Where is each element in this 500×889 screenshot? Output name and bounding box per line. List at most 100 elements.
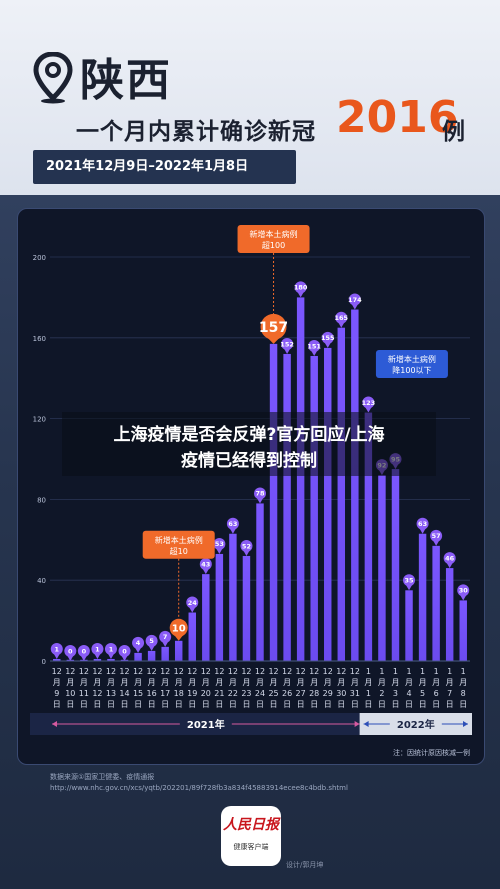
value-marker-tip [135,647,142,653]
value-label: 35 [405,577,415,585]
x-tick-label: 31 [350,689,360,698]
x-tick-label: 月 [405,678,413,687]
x-tick-label: 月 [175,678,183,687]
x-tick-label: 月 [446,678,454,687]
value-marker-tip [229,528,236,534]
overlay-line-2: 疫情已经得到控制 [181,451,317,471]
value-marker-tip [80,655,87,661]
x-tick-label: 月 [229,678,237,687]
x-tick-label: 12 [160,667,170,676]
value-marker-tip [121,655,128,661]
x-tick-label: 日 [364,700,372,709]
value-marker [348,293,361,306]
value-marker-tip [202,568,209,575]
x-tick-label: 日 [256,700,264,709]
overlay-line-1: 上海疫情是否会反弹?官方回应/上海 [113,425,385,445]
value-marker [132,636,145,649]
bar [53,658,61,661]
x-tick-label: 13 [106,689,116,698]
date-range-banner: 2021年12月9日–2022年1月8日 [33,150,296,184]
value-marker [186,596,199,609]
value-marker [362,396,375,409]
x-tick-label: 11 [79,689,89,698]
x-tick-label: 12 [174,667,184,676]
value-marker [443,552,456,565]
x-tick-label: 12 [309,667,319,676]
x-tick-label: 日 [134,700,142,709]
value-marker [416,517,429,530]
value-marker-tip [460,595,467,601]
value-marker-tip [148,645,155,651]
chart-note: 注：因统计原因核减一例 [393,748,470,757]
x-tick-label: 月 [283,678,291,687]
value-marker [50,642,63,655]
x-tick-label: 月 [419,678,427,687]
value-marker-tip [162,641,169,647]
x-tick-label: 月 [148,678,156,687]
x-tick-label: 月 [310,678,318,687]
x-tick-label: 29 [323,689,333,698]
annotation-text: 降100以下 [392,365,431,375]
value-label: 165 [335,314,349,322]
value-marker-tip [53,653,60,659]
value-marker-tip [67,655,74,661]
x-tick-label: 月 [432,678,440,687]
designer-credit: 设计/郭月坤 [286,861,324,869]
x-tick-label: 12 [52,667,62,676]
x-tick-label: 2 [379,689,384,698]
x-tick-label: 日 [432,700,440,709]
value-label: 53 [215,540,224,548]
x-tick-label: 12 [92,667,102,676]
x-tick-label: 23 [241,689,251,698]
value-label: 52 [242,542,251,550]
annotation-text: 超10 [170,546,188,556]
value-label: 1 [95,645,100,653]
x-tick-label: 1 [393,667,398,676]
year-arrowhead [463,721,468,727]
value-label: 151 [307,342,321,350]
x-tick-label: 日 [270,700,278,709]
x-tick-label: 月 [161,678,169,687]
x-tick-label: 日 [297,700,305,709]
x-tick-label: 16 [147,689,157,698]
year-band-highlight [359,713,472,735]
value-marker-tip [324,342,331,348]
value-marker-tip [351,304,358,310]
value-marker-tip [311,350,318,356]
source-url[interactable]: http://www.nhc.gov.cn/xcs/yqtb/202201/89… [50,784,348,792]
x-tick-label: 12 [323,667,333,676]
value-marker [321,331,334,344]
x-tick-label: 28 [309,689,319,698]
x-tick-label: 日 [175,700,183,709]
x-tick-label: 日 [283,700,291,709]
value-marker-tip [243,550,250,556]
headline-overlay[interactable]: 上海疫情是否会反弹?官方回应/上海 疫情已经得到控制 [62,412,436,476]
value-marker [118,645,131,657]
y-tick-label: 120 [33,416,46,424]
bar [242,555,251,661]
x-tick-label: 12 [187,667,197,676]
value-marker-tip [338,322,345,328]
value-marker-tip [107,653,114,659]
x-tick-label: 日 [405,700,413,709]
x-tick-label: 4 [406,689,411,698]
x-tick-label: 月 [202,678,210,687]
bar [188,612,196,661]
value-label: 63 [228,520,237,528]
bar [324,347,332,661]
x-tick-label: 12 [296,667,306,676]
value-label: 4 [136,639,141,647]
value-marker-tip [284,348,291,354]
value-marker [199,558,212,571]
value-label: 0 [82,647,87,655]
chart-panel: 0 40 80 120 160 200 1 0 0 1 1 0 4 5 7 10 24 43 53 63 52 78 157… [17,208,485,765]
annotation-text: 超100 [262,240,285,250]
x-tick-label: 26 [282,689,292,698]
x-tick-label: 12 [228,667,238,676]
value-label: 157 [259,320,288,336]
value-marker-tip [216,548,223,554]
x-tick-label: 15 [133,689,143,698]
x-tick-label: 月 [107,678,115,687]
x-tick-label: 日 [229,700,237,709]
